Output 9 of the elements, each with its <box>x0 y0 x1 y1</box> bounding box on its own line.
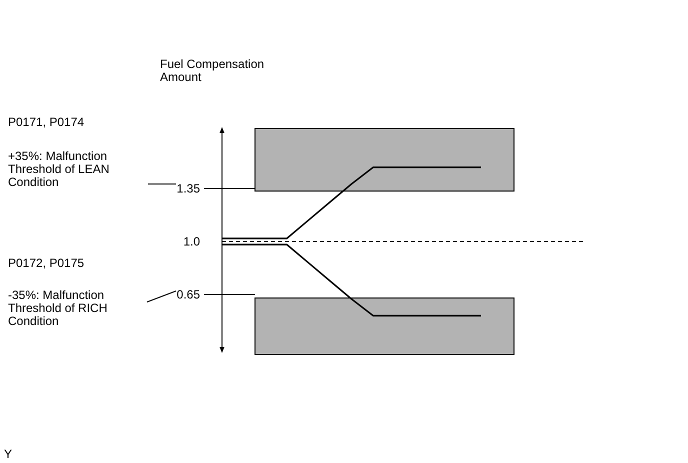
text: +35%: Malfunction Threshold of LEAN Condition <box>8 149 110 189</box>
text: Y <box>4 447 12 461</box>
y-tick-label: 1.35 <box>176 182 200 196</box>
y-tick-label: 1.0 <box>183 234 200 248</box>
text: P0172, P0175 <box>8 256 84 270</box>
text: -35%: Malfunction Threshold of RICH Condition <box>8 288 108 328</box>
y-tick-label: 0.65 <box>176 287 200 302</box>
text: P0171, P0174 <box>8 115 84 129</box>
y-axis-title: Fuel Compensation Amount <box>160 57 264 84</box>
